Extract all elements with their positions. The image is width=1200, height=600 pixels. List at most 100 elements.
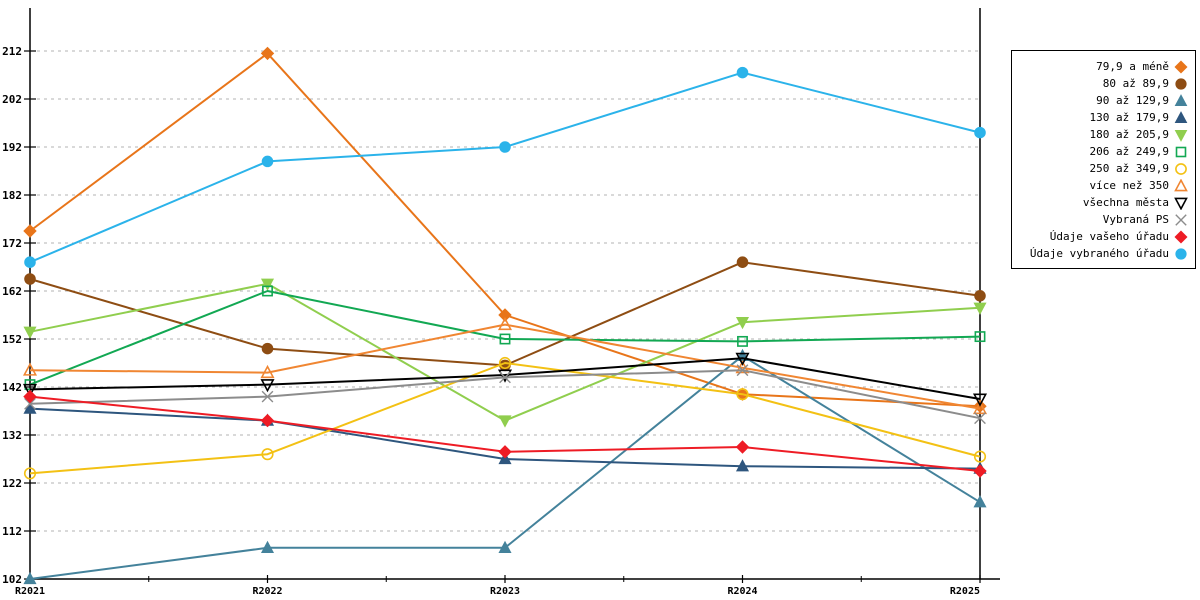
triangle-up-marker-icon	[1174, 178, 1188, 191]
circle-marker-icon	[23, 467, 37, 480]
legend-item: více než 350	[1014, 177, 1188, 194]
legend-marker-circle-icon	[1175, 247, 1187, 260]
triangle-up-marker-icon	[1174, 110, 1188, 123]
legend-marker-x-icon	[1175, 213, 1187, 226]
legend-label: 180 až 205,9	[1089, 128, 1169, 141]
triangle-up-marker-icon	[1174, 93, 1188, 106]
triangle-up-marker-icon	[498, 540, 512, 553]
triangle-down-marker-icon	[972, 393, 988, 407]
series-line	[29, 362, 981, 475]
triangle-down-marker-icon	[1174, 197, 1188, 210]
series-line	[29, 52, 981, 408]
legend-marker-circle-icon	[1175, 162, 1187, 175]
legend-item: Údaje vašeho úřadu	[1014, 228, 1188, 245]
triangle-down-marker-icon	[735, 352, 750, 366]
square-marker-icon	[499, 333, 511, 345]
series-80-a-89-9	[24, 256, 986, 372]
circle-marker-icon	[1175, 77, 1187, 90]
triangle-up-marker-icon	[260, 364, 275, 379]
series-180-a-205-9	[23, 278, 987, 428]
triangle-down-marker-icon	[23, 326, 37, 339]
legend-item: 206 až 249,9	[1014, 143, 1188, 160]
diamond-marker-icon	[1174, 59, 1188, 74]
diamond-marker-icon	[260, 413, 275, 428]
legend-marker-square-icon	[1175, 146, 1187, 157]
circle-marker-icon	[974, 126, 986, 139]
x-tick-label: R2021	[15, 586, 45, 597]
series-vybran-ps	[24, 364, 986, 425]
y-tick-label: 202	[2, 93, 22, 106]
circle-marker-icon	[24, 256, 36, 268]
circle-marker-icon	[24, 273, 36, 285]
diamond-marker-icon	[1174, 229, 1188, 244]
circle-marker-icon	[1175, 247, 1187, 260]
series-line	[29, 323, 981, 410]
legend-marker-triangle-up-icon	[1174, 110, 1188, 123]
triangle-up-marker-icon	[497, 316, 513, 331]
legend-marker-diamond-icon	[1174, 59, 1188, 74]
circle-marker-icon	[261, 342, 274, 355]
triangle-down-marker-icon	[260, 278, 275, 291]
y-tick-label: 122	[2, 477, 22, 490]
y-tick-label: 182	[2, 189, 22, 202]
circle-marker-icon	[261, 448, 274, 461]
triangle-down-marker-icon	[735, 317, 750, 330]
circle-marker-icon	[974, 290, 986, 302]
legend-label: Údaje vašeho úřadu	[1049, 230, 1169, 243]
legend-marker-circle-icon	[1175, 77, 1187, 90]
legend-marker-triangle-up-icon	[1174, 93, 1188, 106]
triangle-up-marker-icon	[23, 571, 37, 585]
y-tick-label: 212	[2, 45, 22, 58]
diamond-marker-icon	[23, 389, 37, 404]
legend-label: 250 až 349,9	[1089, 162, 1169, 175]
y-tick-label: 112	[2, 525, 22, 538]
legend-item: všechna města	[1014, 194, 1188, 211]
triangle-up-marker-icon	[973, 495, 987, 508]
triangle-down-marker-icon	[260, 379, 275, 393]
legend-label: všechna města	[1082, 196, 1169, 209]
circle-marker-icon	[973, 450, 987, 463]
triangle-up-marker-icon	[972, 400, 988, 415]
square-marker-icon	[1175, 146, 1187, 157]
legend-item: Vybraná PS	[1014, 211, 1188, 228]
diamond-marker-icon	[23, 224, 37, 238]
circle-marker-icon	[736, 256, 749, 268]
x-marker-icon	[24, 397, 36, 410]
triangle-up-marker-icon	[23, 401, 37, 414]
diamond-marker-icon	[260, 46, 275, 61]
triangle-up-marker-icon	[735, 459, 750, 472]
x-marker-icon	[261, 390, 274, 403]
circle-marker-icon	[499, 141, 511, 153]
series-v-echna-m-sta	[22, 352, 988, 407]
circle-marker-icon	[736, 66, 749, 79]
legend-label: více než 350	[1089, 179, 1169, 192]
x-tick-label: R2025	[950, 586, 980, 597]
legend-marker-triangle-down-icon	[1174, 197, 1188, 210]
legend-item: 250 až 349,9	[1014, 160, 1188, 177]
legend-label: Údaje vybraného úřadu	[1029, 247, 1169, 260]
diamond-marker-icon	[498, 445, 512, 459]
x-tick-label: R2023	[490, 586, 520, 597]
legend-item: 79,9 a méně	[1014, 58, 1188, 75]
y-tick-label: 132	[2, 429, 22, 442]
circle-marker-icon	[261, 155, 274, 168]
series-line	[29, 290, 981, 386]
diamond-marker-icon	[735, 440, 750, 454]
x-tick-label: R2024	[727, 586, 757, 597]
legend-item: 180 až 205,9	[1014, 126, 1188, 143]
legend-label: 130 až 179,9	[1089, 111, 1169, 124]
series-line	[29, 357, 981, 400]
legend-label: 80 až 89,9	[1102, 77, 1169, 90]
legend-item: 80 až 89,9	[1014, 75, 1188, 92]
diamond-marker-icon	[498, 308, 512, 322]
triangle-down-marker-icon	[498, 415, 512, 428]
legend-marker-diamond-icon	[1174, 229, 1188, 244]
legend-label: Vybraná PS	[1102, 213, 1169, 226]
x-marker-icon	[1175, 213, 1187, 226]
y-tick-label: 162	[2, 285, 22, 298]
x-marker-icon	[974, 412, 986, 425]
legend-label: 79,9 a méně	[1096, 60, 1169, 73]
circle-marker-icon	[736, 388, 749, 401]
